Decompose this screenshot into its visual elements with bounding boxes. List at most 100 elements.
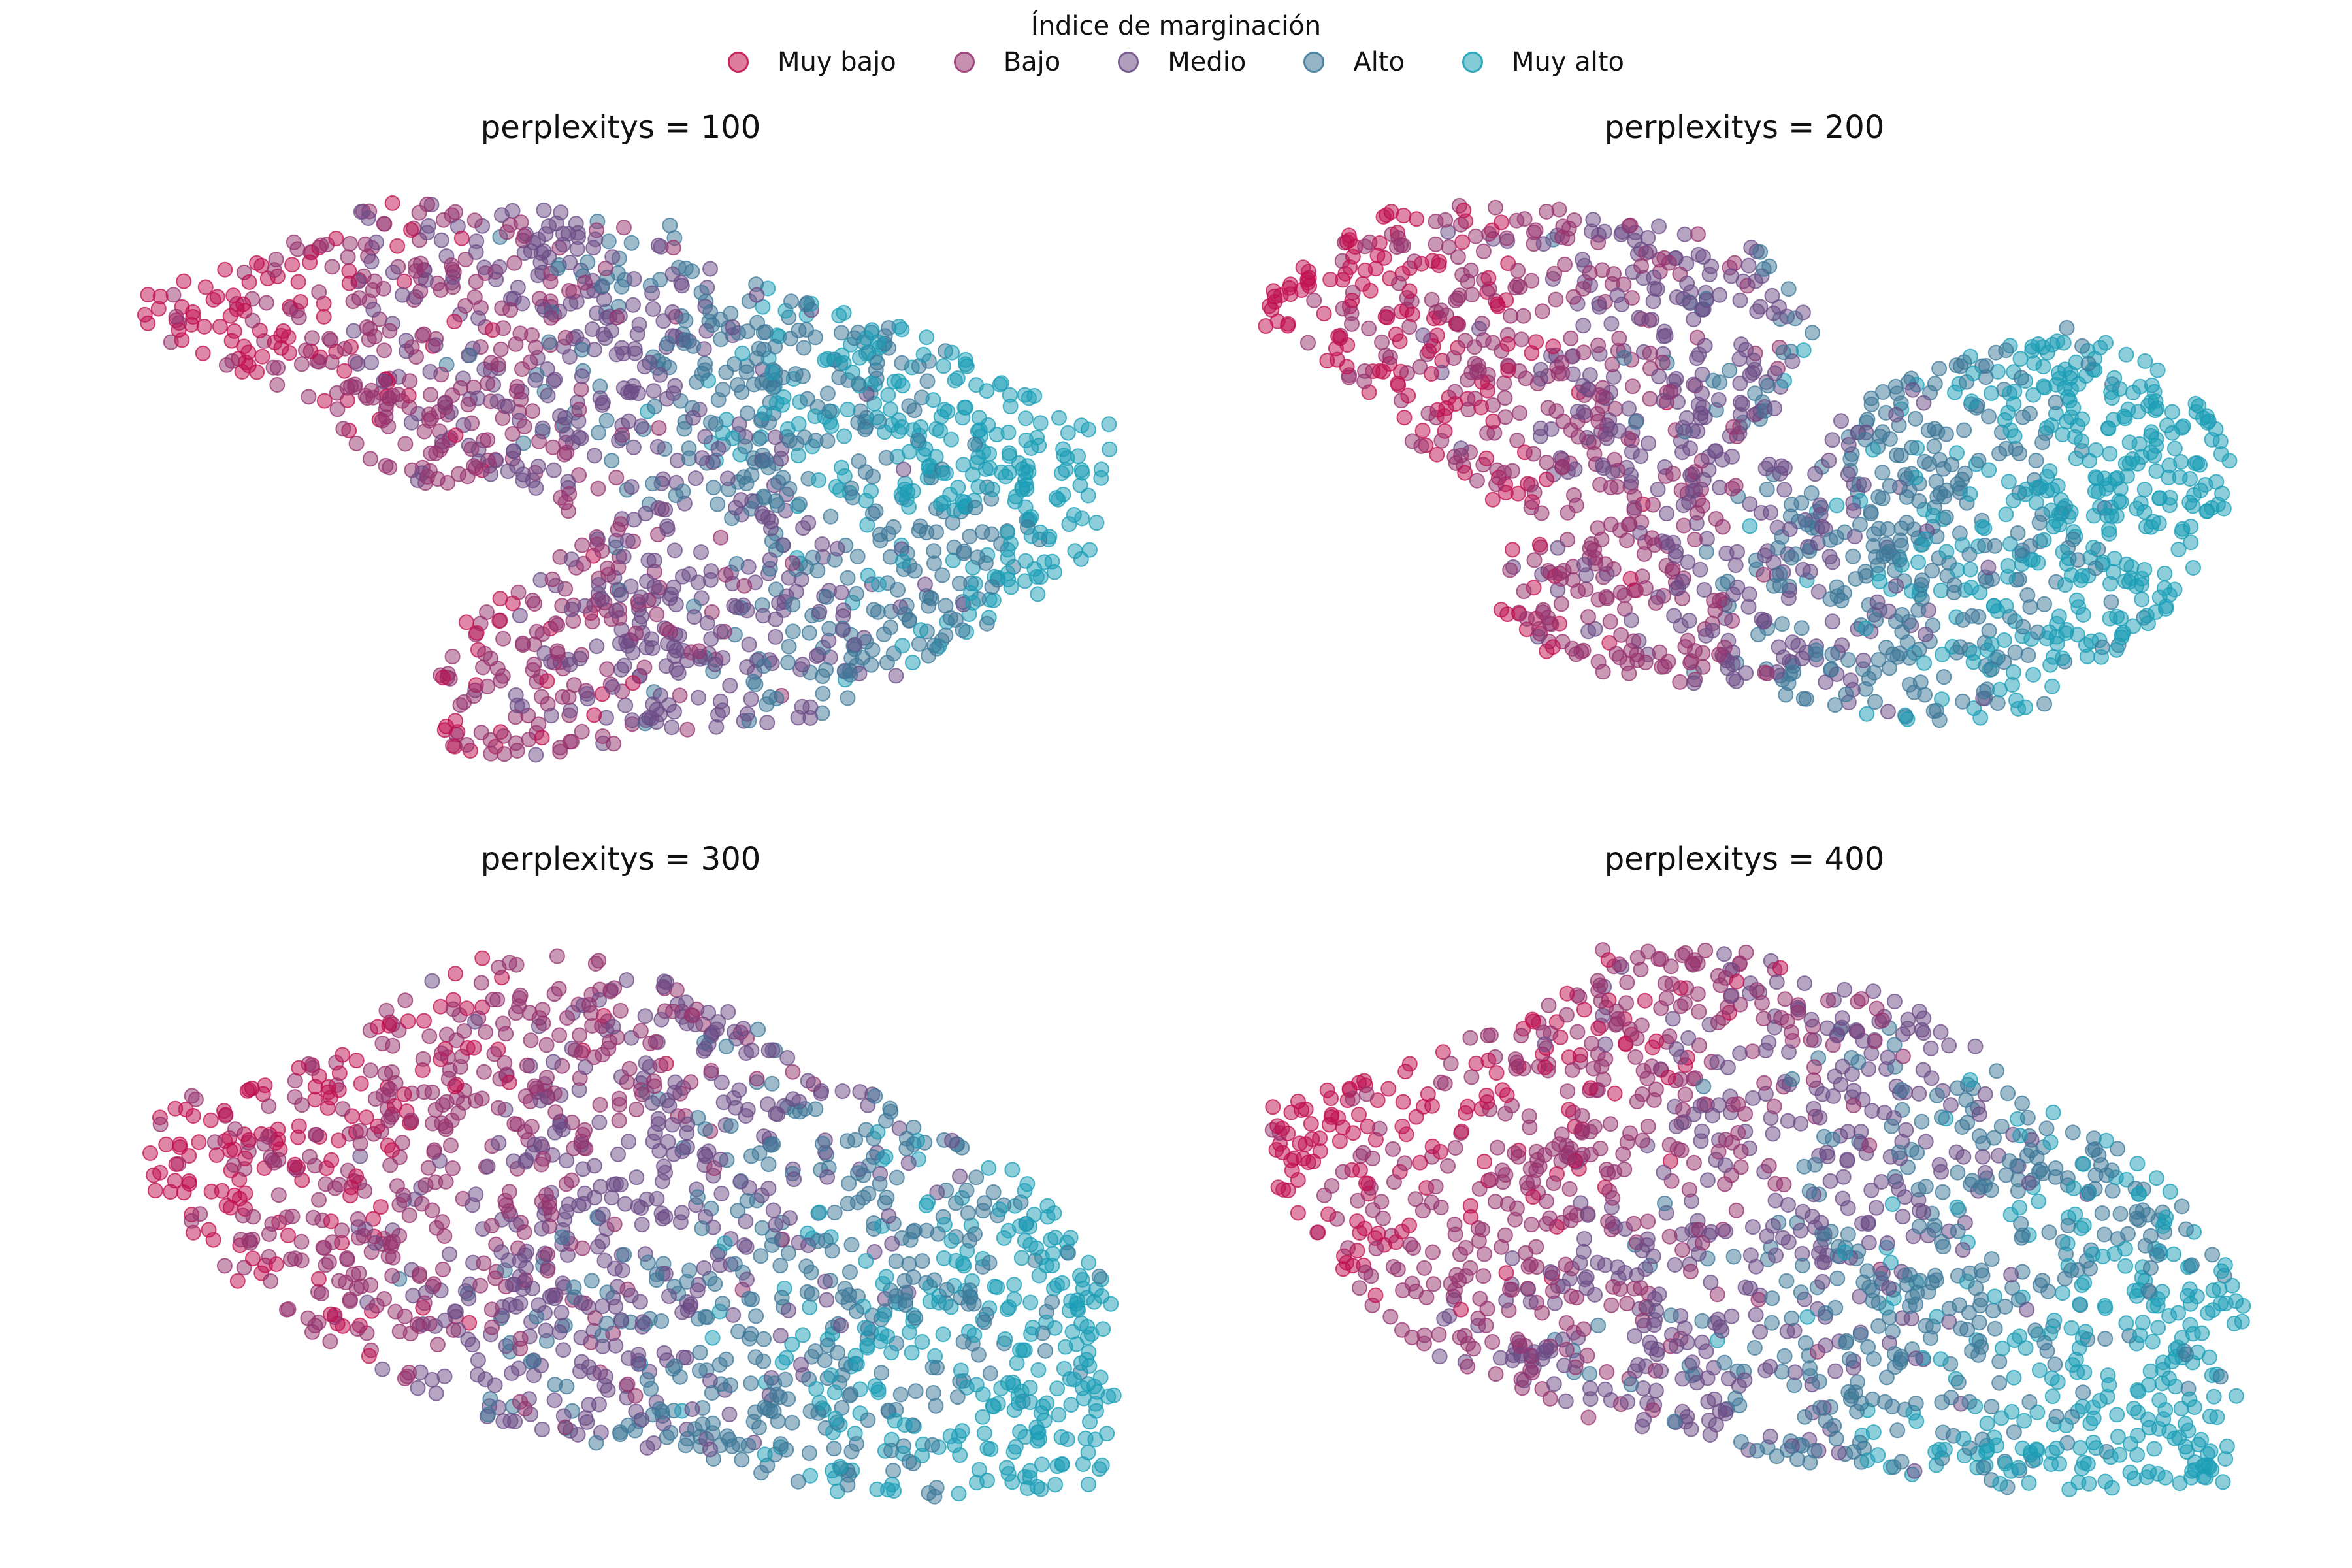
- scatter-point: [480, 432, 496, 448]
- scatter-point: [1597, 556, 1614, 572]
- scatter-point: [487, 1377, 503, 1394]
- scatter-point: [391, 1228, 408, 1244]
- scatter-point: [819, 385, 836, 402]
- scatter-point: [530, 267, 546, 284]
- scatter-point: [1453, 216, 1469, 233]
- scatter-point: [208, 1147, 225, 1163]
- scatter-point: [743, 1042, 760, 1058]
- scatter-point: [1610, 423, 1627, 439]
- scatter-point: [803, 1264, 819, 1281]
- scatter-point: [1914, 1113, 1930, 1130]
- scatter-point: [938, 598, 954, 614]
- scatter-point: [1756, 613, 1772, 630]
- scatter-point: [2036, 696, 2053, 712]
- scatter-point: [2079, 648, 2095, 664]
- scatter-point: [790, 1473, 806, 1490]
- scatter-point: [689, 1189, 706, 1205]
- scatter-point: [678, 312, 694, 329]
- scatter-point: [1829, 579, 1845, 595]
- scatter-point: [2080, 355, 2097, 372]
- scatter-point: [2121, 574, 2137, 590]
- scatter-point: [1626, 502, 1642, 518]
- scatter-point: [1691, 1004, 1707, 1020]
- scatter-point: [1598, 589, 1614, 605]
- scatter-point: [966, 1296, 982, 1312]
- scatter-point: [896, 1417, 913, 1433]
- scatter-point: [901, 1453, 917, 1469]
- scatter-point: [743, 691, 759, 708]
- scatter-point: [452, 1058, 468, 1075]
- scatter-point: [721, 1406, 738, 1422]
- scatter-point: [2087, 483, 2103, 499]
- scatter-point: [1747, 385, 1763, 402]
- scatter-point: [1460, 402, 1477, 417]
- scatter-point: [1080, 1445, 1096, 1461]
- scatter-point: [857, 1320, 873, 1336]
- scatter-point: [1747, 273, 1763, 289]
- scatter-point: [1000, 549, 1016, 566]
- scatter-point: [236, 338, 252, 355]
- scatter-point: [385, 1249, 401, 1266]
- scatter-point: [958, 356, 973, 372]
- scatter-point: [508, 383, 525, 399]
- scatter-point: [235, 296, 252, 312]
- scatter-point: [661, 1288, 677, 1305]
- scatter-point: [627, 1388, 644, 1404]
- scatter-point: [881, 320, 897, 336]
- scatter-point: [1433, 1200, 1449, 1215]
- scatter-point: [1344, 293, 1360, 308]
- scatter-point: [1316, 306, 1332, 322]
- scatter-point: [841, 1388, 858, 1404]
- scatter-point: [521, 1005, 538, 1021]
- scatter-point: [1053, 1429, 1070, 1445]
- scatter-point: [476, 1064, 492, 1080]
- scatter-point: [1093, 470, 1109, 486]
- scatter-point: [877, 1195, 893, 1211]
- scatter-point: [1812, 497, 1828, 514]
- scatter-point: [331, 1273, 347, 1289]
- scatter-point: [743, 1148, 759, 1164]
- scatter-point: [967, 500, 983, 515]
- scatter-point: [886, 1483, 902, 1499]
- scatter-point: [817, 1273, 833, 1290]
- scatter-point: [1916, 655, 1933, 671]
- scatter-point: [1732, 292, 1748, 308]
- scatter-point: [545, 439, 561, 455]
- scatter-point: [1546, 265, 1563, 282]
- scatter-point: [755, 1353, 772, 1369]
- scatter-point: [2161, 470, 2177, 485]
- scatter-point: [1907, 410, 1923, 427]
- scatter-point: [467, 1013, 483, 1030]
- scatter-point: [955, 1333, 972, 1350]
- scatter-point: [765, 380, 781, 396]
- scatter-point: [1022, 1294, 1039, 1311]
- scatter-point: [713, 529, 729, 546]
- scatter-point: [352, 1135, 368, 1152]
- scatter-point: [649, 438, 666, 455]
- scatter-point: [557, 329, 574, 346]
- scatter-point: [725, 1307, 742, 1323]
- scatter-point: [1829, 497, 1845, 514]
- scatter-point: [768, 1105, 784, 1122]
- scatter-point: [981, 1254, 998, 1271]
- scatter-point: [589, 536, 605, 553]
- scatter-point: [629, 1169, 645, 1186]
- scatter-point: [1808, 646, 1824, 662]
- scatter-point: [1955, 612, 1971, 628]
- scatter-point: [549, 948, 565, 964]
- scatter-point: [1855, 653, 1872, 668]
- scatter-point: [294, 1097, 310, 1113]
- scatter-point: [1840, 436, 1857, 453]
- scatter-point: [2024, 338, 2040, 355]
- scatter-point: [617, 1196, 633, 1212]
- scatter-point: [2042, 657, 2059, 673]
- scatter-point: [509, 458, 525, 474]
- scatter-point: [528, 747, 544, 763]
- scatter-point: [1759, 665, 1775, 681]
- scatter-point: [914, 1447, 930, 1463]
- scatter-point: [1466, 339, 1482, 355]
- scatter-point: [1956, 422, 1972, 438]
- scatter-point: [898, 1141, 915, 1156]
- scatter-point: [2015, 619, 2031, 635]
- scatter-point: [1824, 646, 1840, 662]
